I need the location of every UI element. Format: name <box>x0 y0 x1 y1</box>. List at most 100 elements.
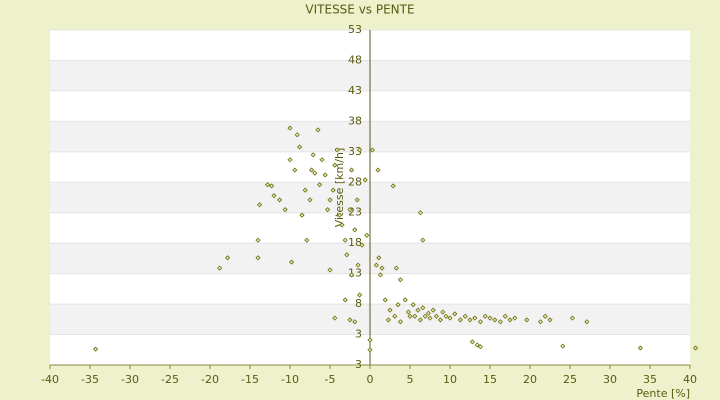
point <box>282 207 288 213</box>
point <box>332 315 338 321</box>
point <box>477 319 483 325</box>
point <box>417 210 423 216</box>
point <box>537 319 543 325</box>
x-tick-label: -10 <box>281 373 299 386</box>
x-axis-label: Pente [%] <box>636 387 690 400</box>
point <box>422 313 428 319</box>
point <box>487 315 493 321</box>
point <box>462 313 468 319</box>
point <box>367 337 373 343</box>
point <box>477 344 483 350</box>
point <box>302 187 308 193</box>
point <box>693 345 699 351</box>
point <box>277 197 283 203</box>
point <box>420 305 426 311</box>
point <box>332 162 338 168</box>
point <box>395 302 401 308</box>
y-axis-label: Vitesse [km/h] <box>333 148 346 228</box>
point <box>405 309 411 315</box>
point <box>357 147 363 153</box>
point <box>425 310 431 316</box>
point <box>299 212 305 218</box>
x-tick-label: 0 <box>367 373 374 386</box>
point <box>387 307 393 313</box>
point <box>447 315 453 321</box>
point <box>327 267 333 273</box>
point <box>397 319 403 325</box>
point <box>569 315 575 321</box>
point <box>307 197 313 203</box>
x-tick-label: 40 <box>683 373 697 386</box>
point <box>287 157 293 163</box>
point <box>410 302 416 308</box>
point <box>349 272 355 278</box>
point <box>217 265 223 271</box>
point <box>542 313 548 319</box>
point <box>357 292 363 298</box>
y-tick-label: 38 <box>348 114 362 127</box>
point <box>330 187 336 193</box>
point <box>637 345 643 351</box>
point <box>457 317 463 323</box>
x-tick-label: 30 <box>603 373 617 386</box>
point <box>467 317 473 323</box>
point <box>443 313 449 319</box>
point <box>512 315 518 321</box>
point <box>393 265 399 271</box>
point <box>304 237 310 243</box>
point <box>437 317 443 323</box>
point <box>507 317 513 323</box>
point <box>560 343 566 349</box>
point <box>337 212 343 218</box>
point <box>334 147 340 153</box>
x-tick-label: 10 <box>443 373 457 386</box>
point <box>376 255 382 261</box>
point <box>317 182 323 188</box>
point <box>342 297 348 303</box>
point <box>502 313 508 319</box>
point <box>362 177 368 183</box>
point <box>271 193 277 199</box>
point <box>584 319 590 325</box>
point <box>287 125 293 131</box>
point <box>373 262 379 268</box>
point <box>417 317 423 323</box>
point <box>289 259 295 265</box>
point <box>312 170 318 176</box>
point <box>427 315 433 321</box>
y-tick-label: 18 <box>348 236 362 249</box>
point <box>349 167 355 173</box>
point <box>497 319 503 325</box>
point <box>382 297 388 303</box>
point <box>474 342 480 348</box>
point <box>347 317 353 323</box>
y-tick-label: 13 <box>348 267 362 280</box>
point <box>375 167 381 173</box>
x-tick-label: -15 <box>241 373 259 386</box>
point <box>354 197 360 203</box>
point <box>322 172 328 178</box>
point <box>339 222 345 228</box>
point <box>292 167 298 173</box>
point <box>319 157 325 163</box>
point <box>352 227 358 233</box>
x-tick-label: 15 <box>483 373 497 386</box>
point <box>367 347 373 353</box>
x-tick-label: -20 <box>201 373 219 386</box>
y-tick-label: 8 <box>355 297 362 310</box>
point <box>379 265 385 271</box>
point <box>315 127 321 133</box>
point <box>310 152 316 158</box>
point <box>355 262 361 268</box>
point <box>492 317 498 323</box>
x-tick-label: -25 <box>161 373 179 386</box>
point <box>452 311 458 317</box>
x-tick-label: -5 <box>325 373 336 386</box>
x-tick-label: 35 <box>643 373 657 386</box>
point <box>327 197 333 203</box>
point <box>325 207 331 213</box>
point <box>402 297 408 303</box>
point <box>359 242 365 248</box>
x-tick-label: 20 <box>523 373 537 386</box>
